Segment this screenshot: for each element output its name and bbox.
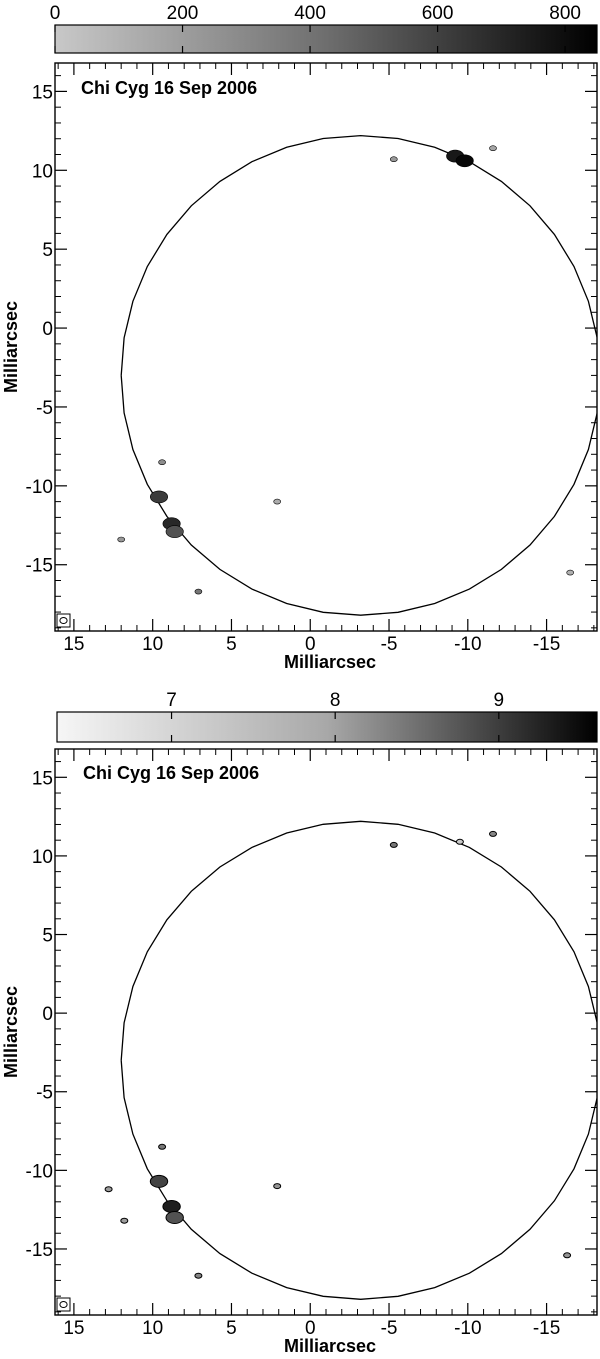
y-tick-label: 5 [42, 240, 53, 261]
y-tick-label: 15 [32, 768, 53, 789]
maser-spot [104, 1186, 113, 1193]
y-tick-label: -10 [26, 477, 53, 498]
y-tick-label: 5 [42, 926, 53, 947]
ring-layer [120, 820, 597, 1300]
colorbar-tick-label: 0 [50, 3, 61, 24]
y-tick-label: 10 [32, 161, 53, 182]
colorbar-tick-label: 400 [294, 3, 326, 24]
plot-frame [54, 748, 598, 1316]
maser-spot [563, 1252, 572, 1259]
colorbar-tick-label: 600 [422, 3, 454, 24]
maser-spot [455, 838, 464, 845]
colorbar-tick-label: 800 [549, 3, 581, 24]
top-panel: 0 200 400 600 800 15 10 5 0 -5 -10 -15 15 10 5 0 -5 -10… [1, 3, 598, 672]
x-tick-label: 0 [305, 1318, 316, 1339]
colorbar-tick-label: 9 [494, 690, 505, 711]
colorbar [54, 24, 598, 54]
x-tick-label: -10 [454, 634, 481, 655]
panel-title: Chi Cyg 16 Sep 2006 [83, 763, 259, 783]
bottom-panel: 7 8 9 15 10 5 0 -5 -10 -15 15 10 5 0 -5 -10 -15 Chi Cy… [1, 690, 598, 1356]
colorbar-tick-label: 200 [167, 3, 199, 24]
y-axis-title: Milliarcsec [1, 986, 21, 1078]
y-tick-label: -15 [26, 556, 53, 577]
colorbar-ticks: 7 8 9 [166, 690, 504, 742]
shell-ring [120, 820, 597, 1300]
ring-layer [120, 134, 597, 616]
y-tick-label: -15 [26, 1240, 53, 1261]
spot-layer [104, 830, 572, 1279]
maser-spot [165, 525, 184, 538]
maser-spot [455, 154, 474, 168]
x-axis-title: Milliarcsec [284, 652, 376, 672]
beam-icon [56, 613, 71, 628]
plot-frame [54, 62, 598, 632]
maser-spot [165, 1211, 184, 1224]
maser-spot [194, 588, 203, 595]
x-tick-label: -5 [381, 1318, 398, 1339]
y-tick-label: 0 [42, 1004, 53, 1025]
y-tick-label: -10 [26, 1161, 53, 1182]
y-axis-ticks: 15 10 5 0 -5 -10 -15 [26, 75, 597, 629]
maser-spot [566, 569, 575, 576]
y-tick-label: 0 [42, 319, 53, 340]
maser-spot [149, 1174, 169, 1188]
maser-spot [158, 1143, 167, 1150]
y-tick-label: -5 [36, 398, 53, 419]
x-tick-label: 5 [226, 634, 237, 655]
x-axis-ticks: 15 10 5 0 -5 -10 -15 [57, 63, 595, 655]
beam-icon [56, 1297, 71, 1312]
x-tick-label: 5 [226, 1318, 237, 1339]
x-tick-label: 0 [305, 634, 316, 655]
colorbar-tick-label: 8 [330, 690, 341, 711]
x-tick-label: -5 [381, 634, 398, 655]
colorbar-tick-label: 7 [166, 690, 177, 711]
maser-spot [150, 490, 169, 504]
x-axis-ticks: 15 10 5 0 -5 -10 -15 [57, 749, 595, 1339]
maser-spot [162, 1200, 181, 1213]
colorbar-ticks: 0 200 400 600 800 [50, 3, 581, 53]
y-axis-ticks: 15 10 5 0 -5 -10 -15 [26, 761, 597, 1313]
x-axis-title: Milliarcsec [284, 1336, 376, 1356]
maser-spot [273, 498, 282, 505]
y-tick-label: 10 [32, 847, 53, 868]
shell-ring [120, 134, 597, 616]
x-tick-label: -15 [533, 634, 560, 655]
y-tick-label: -5 [36, 1083, 53, 1104]
x-tick-label: -15 [533, 1318, 560, 1339]
maser-spot [158, 459, 166, 466]
x-tick-label: 15 [63, 1318, 84, 1339]
x-tick-label: 10 [142, 1318, 163, 1339]
maser-spot [273, 1183, 282, 1190]
y-tick-label: 15 [32, 82, 53, 103]
maser-spot [389, 841, 398, 848]
spot-layer [117, 145, 575, 595]
panel-title: Chi Cyg 16 Sep 2006 [81, 78, 257, 98]
y-axis-title: Milliarcsec [1, 301, 21, 393]
maser-spot [489, 830, 497, 837]
maser-spot [489, 145, 497, 151]
maser-spot [120, 1217, 129, 1224]
x-tick-label: 15 [63, 634, 84, 655]
x-tick-label: 10 [142, 634, 163, 655]
maser-spot [194, 1272, 203, 1279]
x-tick-label: -10 [454, 1318, 481, 1339]
maser-spot [117, 536, 125, 543]
maser-spot [389, 156, 398, 162]
colorbar [56, 711, 598, 743]
